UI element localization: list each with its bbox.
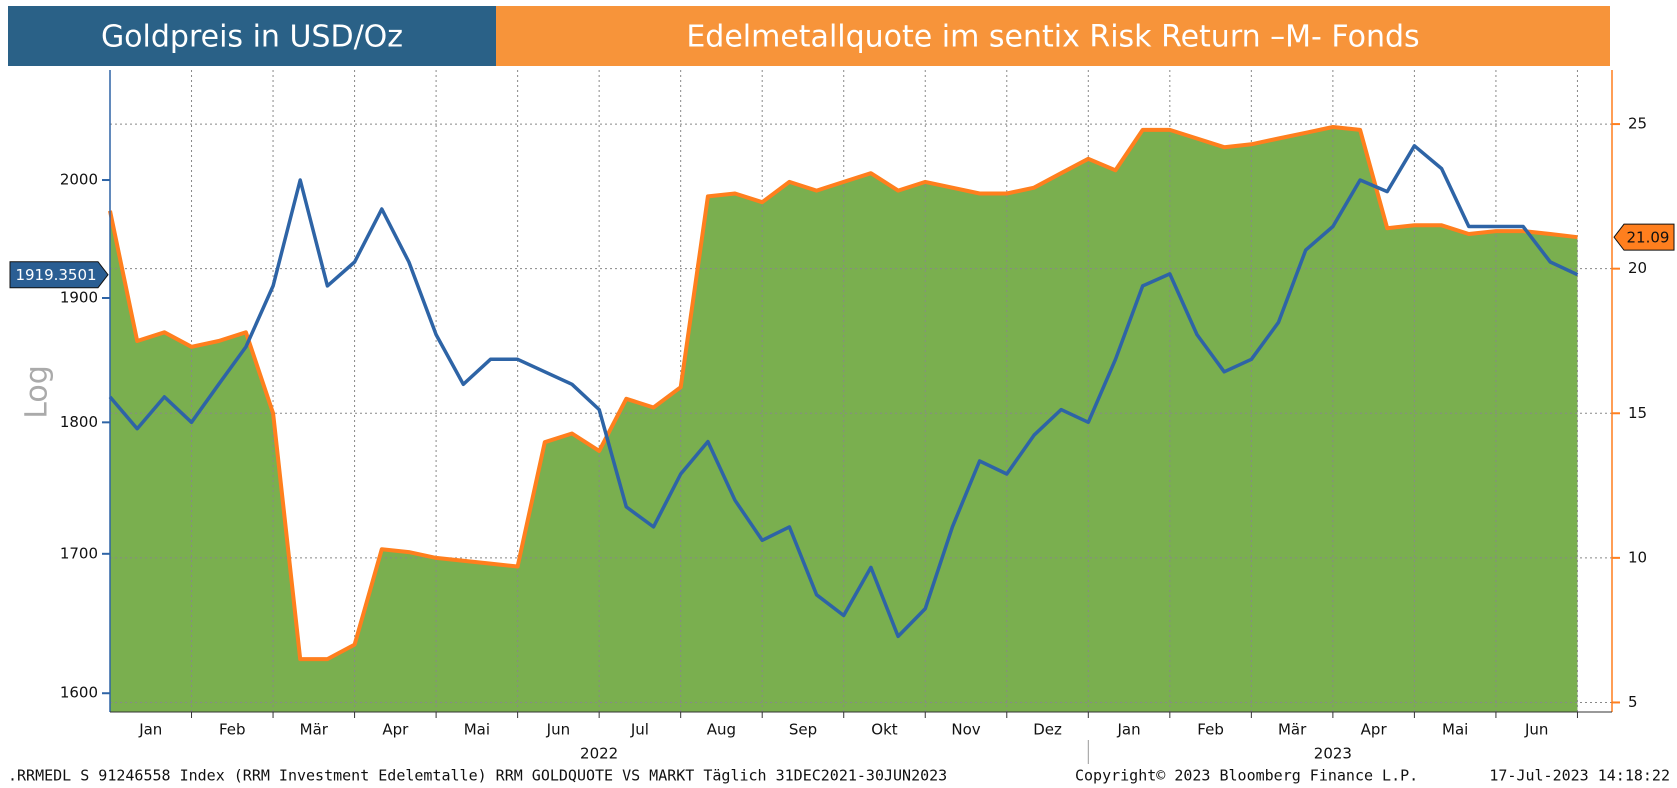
y2-tick-label: 5 <box>1628 693 1638 711</box>
x-tick-label: Mai <box>464 721 490 739</box>
x-tick-label: Jan <box>138 721 162 739</box>
x-tick-label: Jun <box>546 721 570 739</box>
footer-right: 17-Jul-2023 14:18:22 <box>1489 767 1670 785</box>
y-tick-label: 1900 <box>60 288 98 306</box>
x-tick-label: Sep <box>789 721 817 739</box>
footer-center: Copyright© 2023 Bloomberg Finance L.P. <box>1075 767 1418 785</box>
line <box>108 144 1579 639</box>
x-tick-label: Jan <box>1117 721 1141 739</box>
y2-tick-label: 20 <box>1628 259 1647 277</box>
x-tick-label: Dez <box>1033 721 1062 739</box>
y-tick-label: 1600 <box>60 684 98 702</box>
x-tick-label: Mai <box>1442 721 1468 739</box>
last-value-tag <box>9 261 109 289</box>
y-tick-label: 1700 <box>60 544 98 562</box>
last-value-tag <box>1613 223 1675 251</box>
line <box>108 125 1578 662</box>
y2-tick-label: 15 <box>1628 404 1647 422</box>
x-tick-label: Mär <box>1278 721 1307 739</box>
footer-left: .RRMEDL S 91246558 Index (RRM Investment… <box>8 767 947 785</box>
x-tick-label: Jul <box>630 721 649 739</box>
header-left-box <box>8 6 496 66</box>
y2-tick-label: 25 <box>1628 115 1647 133</box>
header-left: Goldpreis in USD/Oz <box>101 20 403 55</box>
last-value-label: 1919.3501 <box>15 266 96 284</box>
x-tick-label: Feb <box>219 721 246 739</box>
y2-tick-label: 10 <box>1628 548 1647 566</box>
x-tick-label: Aug <box>707 721 736 739</box>
y-axis-label: Log <box>20 365 55 419</box>
year-label: 2022 <box>580 745 618 763</box>
header-right: Edelmetallquote im sentix Risk Return –M… <box>686 20 1419 55</box>
x-tick-label: Apr <box>382 721 409 739</box>
header-right-box <box>496 6 1610 66</box>
x-tick-label: Apr <box>1361 721 1388 739</box>
y-tick-label: 2000 <box>60 171 98 189</box>
x-tick-label: Jun <box>1524 721 1548 739</box>
x-tick-label: Okt <box>871 721 897 739</box>
last-value-label: 21.09 <box>1627 229 1670 247</box>
area <box>110 127 1578 712</box>
y-tick-label: 1800 <box>60 413 98 431</box>
x-tick-label: Nov <box>951 721 980 739</box>
x-tick-label: Mär <box>300 721 329 739</box>
x-tick-label: Feb <box>1197 721 1224 739</box>
year-label: 2023 <box>1314 745 1352 763</box>
